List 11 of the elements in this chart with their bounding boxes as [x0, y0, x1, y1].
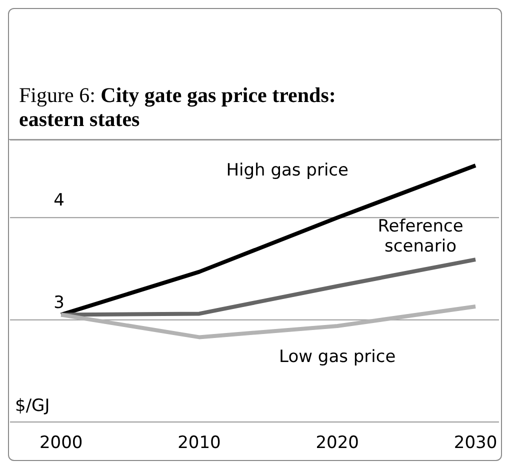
x-tick-label: 2030	[454, 433, 498, 454]
y-tick-label: 4	[54, 190, 64, 211]
series-label: Low gas price	[279, 346, 396, 367]
y-axis-title: $/GJ	[15, 396, 50, 416]
series-label: Reference scenario	[378, 216, 464, 257]
series-label: High gas price	[226, 160, 349, 181]
chart-title: Figure 6: City gate gas price trends: eastern states	[19, 83, 336, 131]
x-tick-label: 2000	[39, 433, 83, 454]
y-tick-label: 3	[54, 292, 64, 313]
x-tick-label: 2020	[316, 433, 360, 454]
x-tick-label: 2010	[178, 433, 221, 454]
